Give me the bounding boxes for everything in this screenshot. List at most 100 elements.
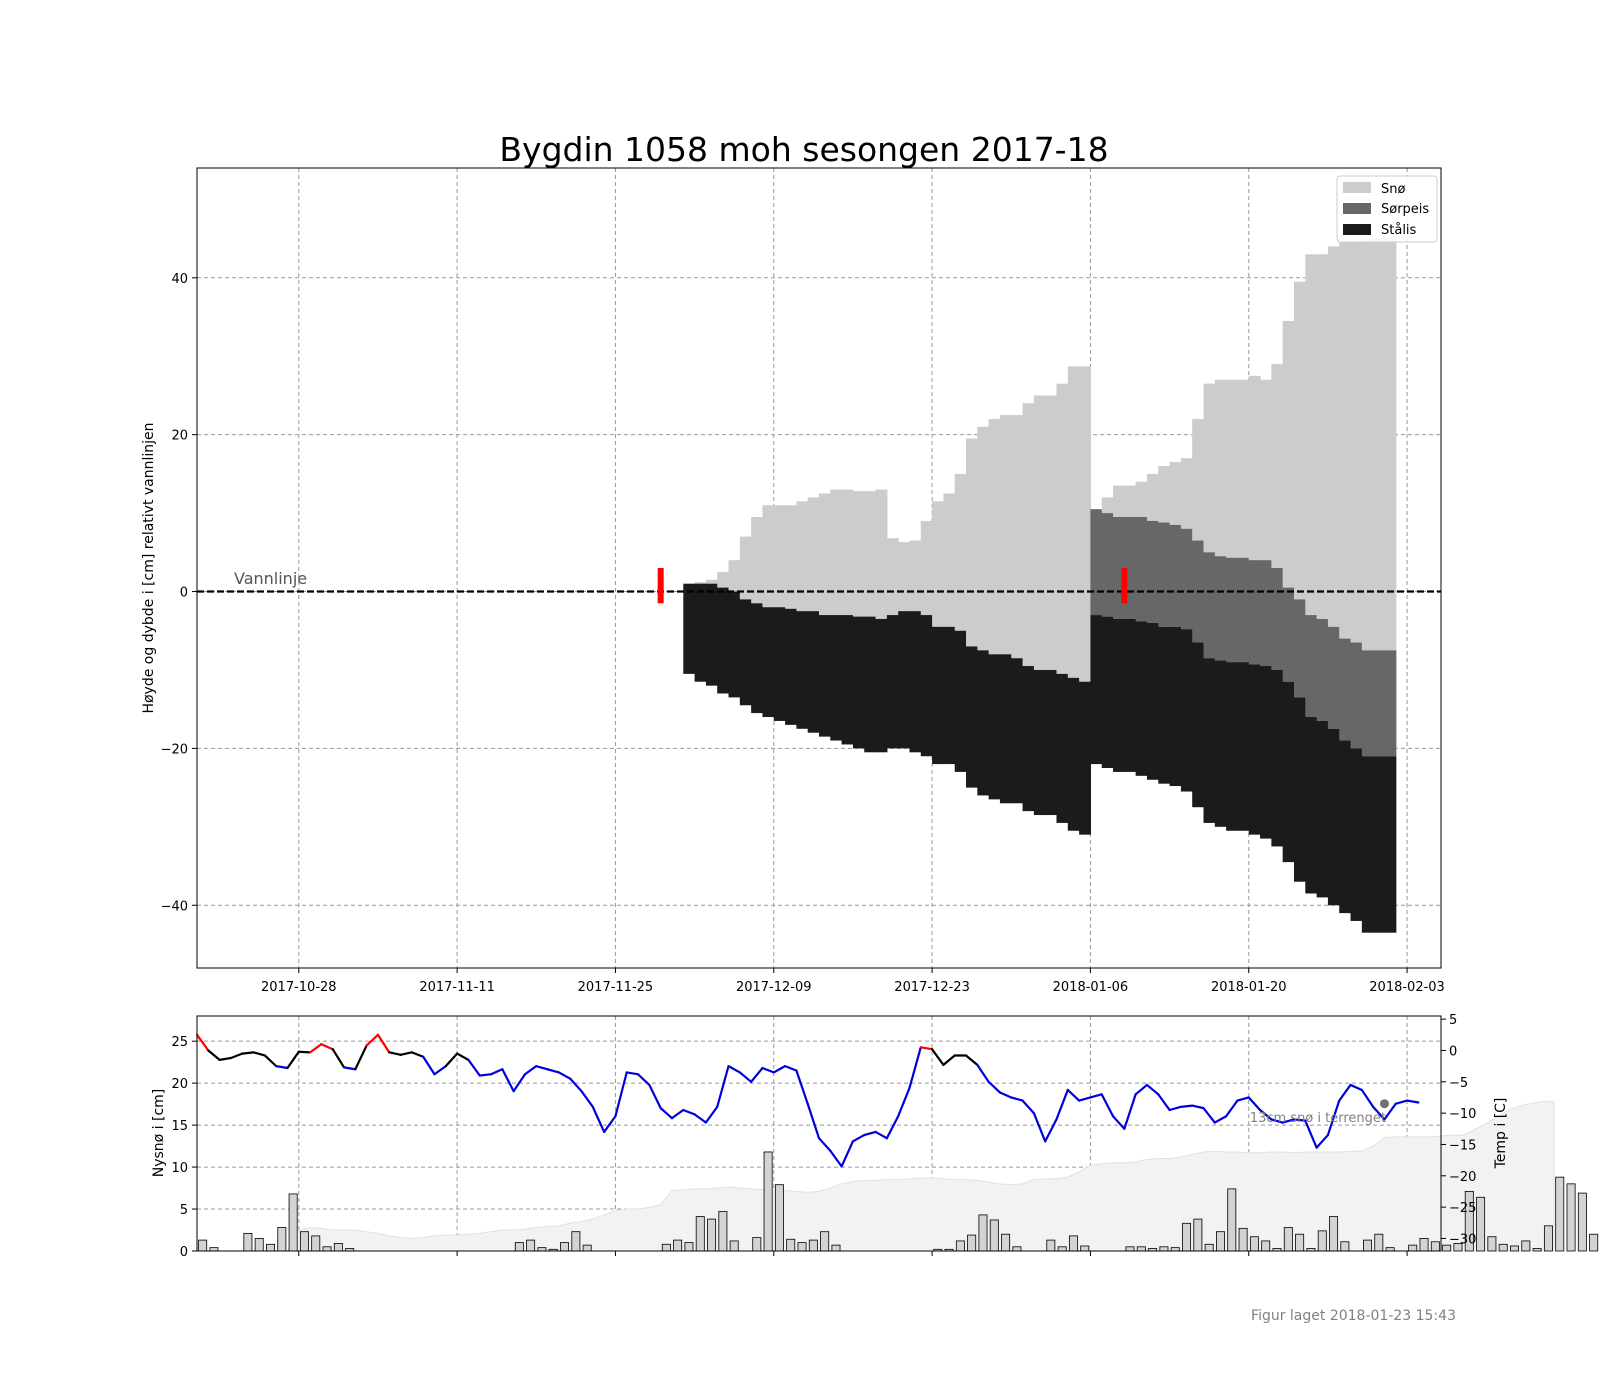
sorpeis-segment <box>1361 650 1374 757</box>
new-snow-bar <box>989 1219 999 1252</box>
new-snow-bar <box>582 1244 592 1252</box>
stalis-segment <box>751 603 764 714</box>
sorpeis-segment <box>1305 615 1318 718</box>
stalis-segment <box>1169 626 1182 787</box>
new-snow-bar <box>729 1240 739 1252</box>
new-snow-bar <box>266 1243 275 1252</box>
observation-marker <box>657 568 664 604</box>
sno-segment <box>1180 458 1193 529</box>
y-tick-label: 0 <box>180 1245 188 1260</box>
new-snow-bar <box>1216 1231 1225 1252</box>
stalis-segment <box>1090 615 1103 765</box>
temperature-segment <box>1247 1096 1262 1112</box>
sno-segment <box>1079 366 1092 682</box>
stalis-segment <box>1350 748 1363 921</box>
temperature-segment <box>422 1055 436 1076</box>
legend-swatch-sno <box>1343 182 1371 193</box>
new-snow-bar <box>1193 1218 1203 1252</box>
new-snow-bar <box>1046 1239 1056 1252</box>
sorpeis-segment <box>1282 587 1295 682</box>
stalis-segment <box>1203 658 1216 823</box>
temperature-segment <box>874 1130 888 1140</box>
legend-swatch-stalis <box>1343 224 1371 235</box>
main-chart-ticks: 2017-10-28 2017-11-11 2017-11-25 2017-12-09… <box>161 272 1445 995</box>
sno-segment <box>773 505 786 608</box>
sno-segment <box>1067 366 1080 678</box>
sno-segment <box>920 520 933 616</box>
temperature-segment <box>1372 1105 1386 1121</box>
temperature-segment <box>942 1054 956 1066</box>
stalis-segment <box>886 615 899 749</box>
temperature-segment <box>987 1080 1002 1094</box>
temperature-segment <box>286 1050 300 1070</box>
new-snow-bar <box>1363 1239 1372 1252</box>
new-snow-bar <box>1136 1246 1146 1252</box>
sno-segment <box>1316 254 1329 619</box>
temperature-segment <box>885 1115 900 1140</box>
stalis-segment <box>1226 662 1239 831</box>
y2-tick-label: −20 <box>1449 1170 1476 1185</box>
temperature-segment <box>670 1108 685 1120</box>
temperature-segment <box>308 1043 323 1054</box>
new-snow-bar <box>661 1243 671 1252</box>
temperature-segment <box>523 1065 538 1076</box>
new-snow-bar <box>820 1231 830 1252</box>
stalis-segment <box>1373 756 1386 933</box>
sorpeis-segment <box>1090 509 1103 616</box>
temperature-segment <box>1055 1088 1069 1121</box>
stalis-segment <box>683 583 696 674</box>
sno-segment <box>999 415 1012 655</box>
new-snow-bar <box>571 1231 581 1252</box>
sno-segment <box>886 538 899 616</box>
new-snow-bar <box>560 1242 570 1252</box>
sno-segment <box>1384 238 1397 651</box>
stalis-segment <box>1135 621 1148 776</box>
new-snow-bar <box>1182 1222 1192 1252</box>
stalis-segment <box>852 616 865 749</box>
sorpeis-segment <box>1124 517 1137 619</box>
new-snow-bar <box>243 1232 253 1252</box>
temperature-segment <box>738 1071 753 1083</box>
stalis-segment <box>999 654 1012 804</box>
temperature-segment <box>603 1115 617 1134</box>
stalis-segment <box>1361 756 1374 933</box>
new-snow-bar <box>1001 1233 1011 1252</box>
sno-segment <box>1146 473 1159 521</box>
new-snow-bar <box>967 1234 977 1252</box>
temperature-segment <box>863 1130 877 1137</box>
temperature-segment <box>354 1044 368 1071</box>
sorpeis-segment <box>1135 517 1148 622</box>
new-snow-bar <box>537 1247 547 1252</box>
main-chart-frame <box>196 167 1442 969</box>
temperature-segment <box>1213 1115 1228 1124</box>
temperature-segment <box>1044 1118 1058 1143</box>
y-tick-label: −40 <box>161 899 188 914</box>
bottom-annotation: 13cm snø i terrenget <box>1250 1111 1386 1126</box>
temperature-segment <box>1315 1133 1330 1149</box>
footer-timestamp: Figur laget 2018-01-23 15:43 <box>1251 1308 1456 1324</box>
new-snow-bar <box>311 1235 321 1252</box>
temperature-segment <box>195 1033 210 1052</box>
new-snow-bar <box>526 1239 536 1252</box>
temperature-segment <box>1134 1083 1149 1096</box>
observations <box>657 568 1128 604</box>
y-tick-label: 20 <box>171 1077 188 1092</box>
new-snow-bar <box>1510 1245 1519 1252</box>
new-snow-bar <box>1566 1183 1576 1252</box>
x-tick-label: 2018-02-03 <box>1369 980 1445 995</box>
temperature-segment <box>1089 1093 1103 1099</box>
temperature-segment <box>388 1051 402 1056</box>
new-snow-bar <box>1295 1233 1305 1252</box>
sno-segment <box>1260 379 1272 561</box>
stalis-segment <box>1305 717 1318 894</box>
new-snow-bar <box>955 1240 965 1252</box>
y-tick-label: 25 <box>171 1035 188 1050</box>
temperature-segment <box>1394 1099 1409 1105</box>
y2-tick-label: 5 <box>1449 1013 1457 1028</box>
new-snow-bar <box>1238 1227 1248 1252</box>
sno-segment <box>717 571 730 588</box>
new-snow-bar <box>288 1193 298 1252</box>
y2-tick-label: −10 <box>1449 1107 1476 1122</box>
sorpeis-segment <box>1237 557 1250 663</box>
sno-segment <box>1033 395 1046 670</box>
